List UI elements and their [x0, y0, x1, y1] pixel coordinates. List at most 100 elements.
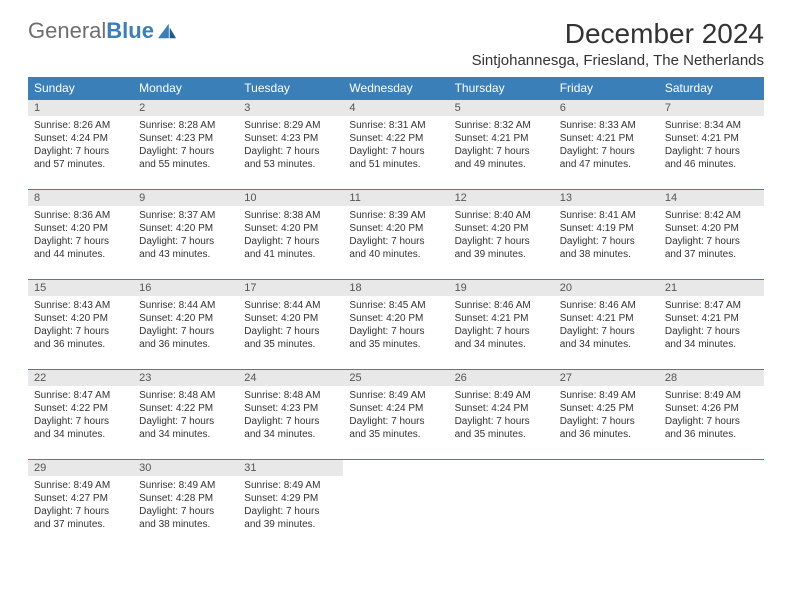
day-text: Sunrise: 8:47 AMSunset: 4:22 PMDaylight:…: [28, 386, 133, 447]
weekday-header: Friday: [554, 77, 659, 100]
day-text: Sunrise: 8:33 AMSunset: 4:21 PMDaylight:…: [554, 116, 659, 177]
day-cell: 24Sunrise: 8:48 AMSunset: 4:23 PMDayligh…: [238, 370, 343, 460]
day-text: Sunrise: 8:34 AMSunset: 4:21 PMDaylight:…: [659, 116, 764, 177]
day-text: Sunrise: 8:48 AMSunset: 4:23 PMDaylight:…: [238, 386, 343, 447]
day-cell: 17Sunrise: 8:44 AMSunset: 4:20 PMDayligh…: [238, 280, 343, 370]
day-cell: 21Sunrise: 8:47 AMSunset: 4:21 PMDayligh…: [659, 280, 764, 370]
day-number: 5: [449, 100, 554, 116]
day-text: Sunrise: 8:39 AMSunset: 4:20 PMDaylight:…: [343, 206, 448, 267]
day-number: 19: [449, 280, 554, 296]
day-text: Sunrise: 8:32 AMSunset: 4:21 PMDaylight:…: [449, 116, 554, 177]
day-cell: 19Sunrise: 8:46 AMSunset: 4:21 PMDayligh…: [449, 280, 554, 370]
day-cell: 5Sunrise: 8:32 AMSunset: 4:21 PMDaylight…: [449, 100, 554, 190]
day-number: 4: [343, 100, 448, 116]
day-cell: 30Sunrise: 8:49 AMSunset: 4:28 PMDayligh…: [133, 460, 238, 550]
day-number: 1: [28, 100, 133, 116]
day-cell: 12Sunrise: 8:40 AMSunset: 4:20 PMDayligh…: [449, 190, 554, 280]
day-number: 2: [133, 100, 238, 116]
day-cell: 22Sunrise: 8:47 AMSunset: 4:22 PMDayligh…: [28, 370, 133, 460]
day-cell: 8Sunrise: 8:36 AMSunset: 4:20 PMDaylight…: [28, 190, 133, 280]
day-number: 8: [28, 190, 133, 206]
day-number: 22: [28, 370, 133, 386]
day-number: 20: [554, 280, 659, 296]
day-cell: 10Sunrise: 8:38 AMSunset: 4:20 PMDayligh…: [238, 190, 343, 280]
day-text: Sunrise: 8:26 AMSunset: 4:24 PMDaylight:…: [28, 116, 133, 177]
day-number: 17: [238, 280, 343, 296]
day-text: Sunrise: 8:38 AMSunset: 4:20 PMDaylight:…: [238, 206, 343, 267]
day-text: Sunrise: 8:49 AMSunset: 4:25 PMDaylight:…: [554, 386, 659, 447]
day-cell: 4Sunrise: 8:31 AMSunset: 4:22 PMDaylight…: [343, 100, 448, 190]
day-text: Sunrise: 8:42 AMSunset: 4:20 PMDaylight:…: [659, 206, 764, 267]
day-text: Sunrise: 8:47 AMSunset: 4:21 PMDaylight:…: [659, 296, 764, 357]
calendar-table: SundayMondayTuesdayWednesdayThursdayFrid…: [28, 77, 764, 550]
day-text: Sunrise: 8:49 AMSunset: 4:27 PMDaylight:…: [28, 476, 133, 537]
day-cell: 11Sunrise: 8:39 AMSunset: 4:20 PMDayligh…: [343, 190, 448, 280]
day-text: Sunrise: 8:28 AMSunset: 4:23 PMDaylight:…: [133, 116, 238, 177]
day-cell: 29Sunrise: 8:49 AMSunset: 4:27 PMDayligh…: [28, 460, 133, 550]
day-text: Sunrise: 8:49 AMSunset: 4:26 PMDaylight:…: [659, 386, 764, 447]
brand-part2: Blue: [106, 18, 154, 44]
month-title: December 2024: [472, 18, 764, 50]
day-text: Sunrise: 8:37 AMSunset: 4:20 PMDaylight:…: [133, 206, 238, 267]
day-cell: 25Sunrise: 8:49 AMSunset: 4:24 PMDayligh…: [343, 370, 448, 460]
day-cell: 16Sunrise: 8:44 AMSunset: 4:20 PMDayligh…: [133, 280, 238, 370]
weekday-header: Tuesday: [238, 77, 343, 100]
day-number: 9: [133, 190, 238, 206]
day-text: Sunrise: 8:29 AMSunset: 4:23 PMDaylight:…: [238, 116, 343, 177]
day-cell: 31Sunrise: 8:49 AMSunset: 4:29 PMDayligh…: [238, 460, 343, 550]
day-number: 15: [28, 280, 133, 296]
day-number: 7: [659, 100, 764, 116]
day-text: Sunrise: 8:48 AMSunset: 4:22 PMDaylight:…: [133, 386, 238, 447]
day-cell: 27Sunrise: 8:49 AMSunset: 4:25 PMDayligh…: [554, 370, 659, 460]
day-text: Sunrise: 8:40 AMSunset: 4:20 PMDaylight:…: [449, 206, 554, 267]
day-cell: 26Sunrise: 8:49 AMSunset: 4:24 PMDayligh…: [449, 370, 554, 460]
day-cell: 15Sunrise: 8:43 AMSunset: 4:20 PMDayligh…: [28, 280, 133, 370]
location: Sintjohannesga, Friesland, The Netherlan…: [472, 52, 764, 69]
day-text: Sunrise: 8:46 AMSunset: 4:21 PMDaylight:…: [449, 296, 554, 357]
day-text: Sunrise: 8:41 AMSunset: 4:19 PMDaylight:…: [554, 206, 659, 267]
day-cell: 23Sunrise: 8:48 AMSunset: 4:22 PMDayligh…: [133, 370, 238, 460]
day-number: 24: [238, 370, 343, 386]
day-cell: 18Sunrise: 8:45 AMSunset: 4:20 PMDayligh…: [343, 280, 448, 370]
day-cell: 14Sunrise: 8:42 AMSunset: 4:20 PMDayligh…: [659, 190, 764, 280]
day-number: 10: [238, 190, 343, 206]
day-text: Sunrise: 8:49 AMSunset: 4:29 PMDaylight:…: [238, 476, 343, 537]
day-text: Sunrise: 8:44 AMSunset: 4:20 PMDaylight:…: [238, 296, 343, 357]
day-number: 23: [133, 370, 238, 386]
day-number: 27: [554, 370, 659, 386]
day-number: 31: [238, 460, 343, 476]
day-cell: 20Sunrise: 8:46 AMSunset: 4:21 PMDayligh…: [554, 280, 659, 370]
day-cell: 9Sunrise: 8:37 AMSunset: 4:20 PMDaylight…: [133, 190, 238, 280]
day-number: 28: [659, 370, 764, 386]
weekday-header: Saturday: [659, 77, 764, 100]
day-text: Sunrise: 8:49 AMSunset: 4:24 PMDaylight:…: [343, 386, 448, 447]
day-text: Sunrise: 8:49 AMSunset: 4:24 PMDaylight:…: [449, 386, 554, 447]
day-number: 18: [343, 280, 448, 296]
day-text: Sunrise: 8:46 AMSunset: 4:21 PMDaylight:…: [554, 296, 659, 357]
day-number: 14: [659, 190, 764, 206]
day-text: Sunrise: 8:31 AMSunset: 4:22 PMDaylight:…: [343, 116, 448, 177]
day-text: Sunrise: 8:43 AMSunset: 4:20 PMDaylight:…: [28, 296, 133, 357]
day-number: 3: [238, 100, 343, 116]
day-number: 25: [343, 370, 448, 386]
day-cell: 7Sunrise: 8:34 AMSunset: 4:21 PMDaylight…: [659, 100, 764, 190]
day-number: 11: [343, 190, 448, 206]
day-number: 16: [133, 280, 238, 296]
day-text: Sunrise: 8:45 AMSunset: 4:20 PMDaylight:…: [343, 296, 448, 357]
day-number: 26: [449, 370, 554, 386]
day-cell: 1Sunrise: 8:26 AMSunset: 4:24 PMDaylight…: [28, 100, 133, 190]
day-text: Sunrise: 8:49 AMSunset: 4:28 PMDaylight:…: [133, 476, 238, 537]
weekday-header: Monday: [133, 77, 238, 100]
day-number: 21: [659, 280, 764, 296]
day-text: Sunrise: 8:36 AMSunset: 4:20 PMDaylight:…: [28, 206, 133, 267]
day-number: 29: [28, 460, 133, 476]
brand-logo: GeneralBlue: [28, 18, 178, 44]
day-number: 13: [554, 190, 659, 206]
day-cell: 2Sunrise: 8:28 AMSunset: 4:23 PMDaylight…: [133, 100, 238, 190]
day-cell: 28Sunrise: 8:49 AMSunset: 4:26 PMDayligh…: [659, 370, 764, 460]
day-cell: 3Sunrise: 8:29 AMSunset: 4:23 PMDaylight…: [238, 100, 343, 190]
day-cell: 13Sunrise: 8:41 AMSunset: 4:19 PMDayligh…: [554, 190, 659, 280]
day-number: 12: [449, 190, 554, 206]
day-cell: 6Sunrise: 8:33 AMSunset: 4:21 PMDaylight…: [554, 100, 659, 190]
sail-icon: [156, 22, 178, 40]
